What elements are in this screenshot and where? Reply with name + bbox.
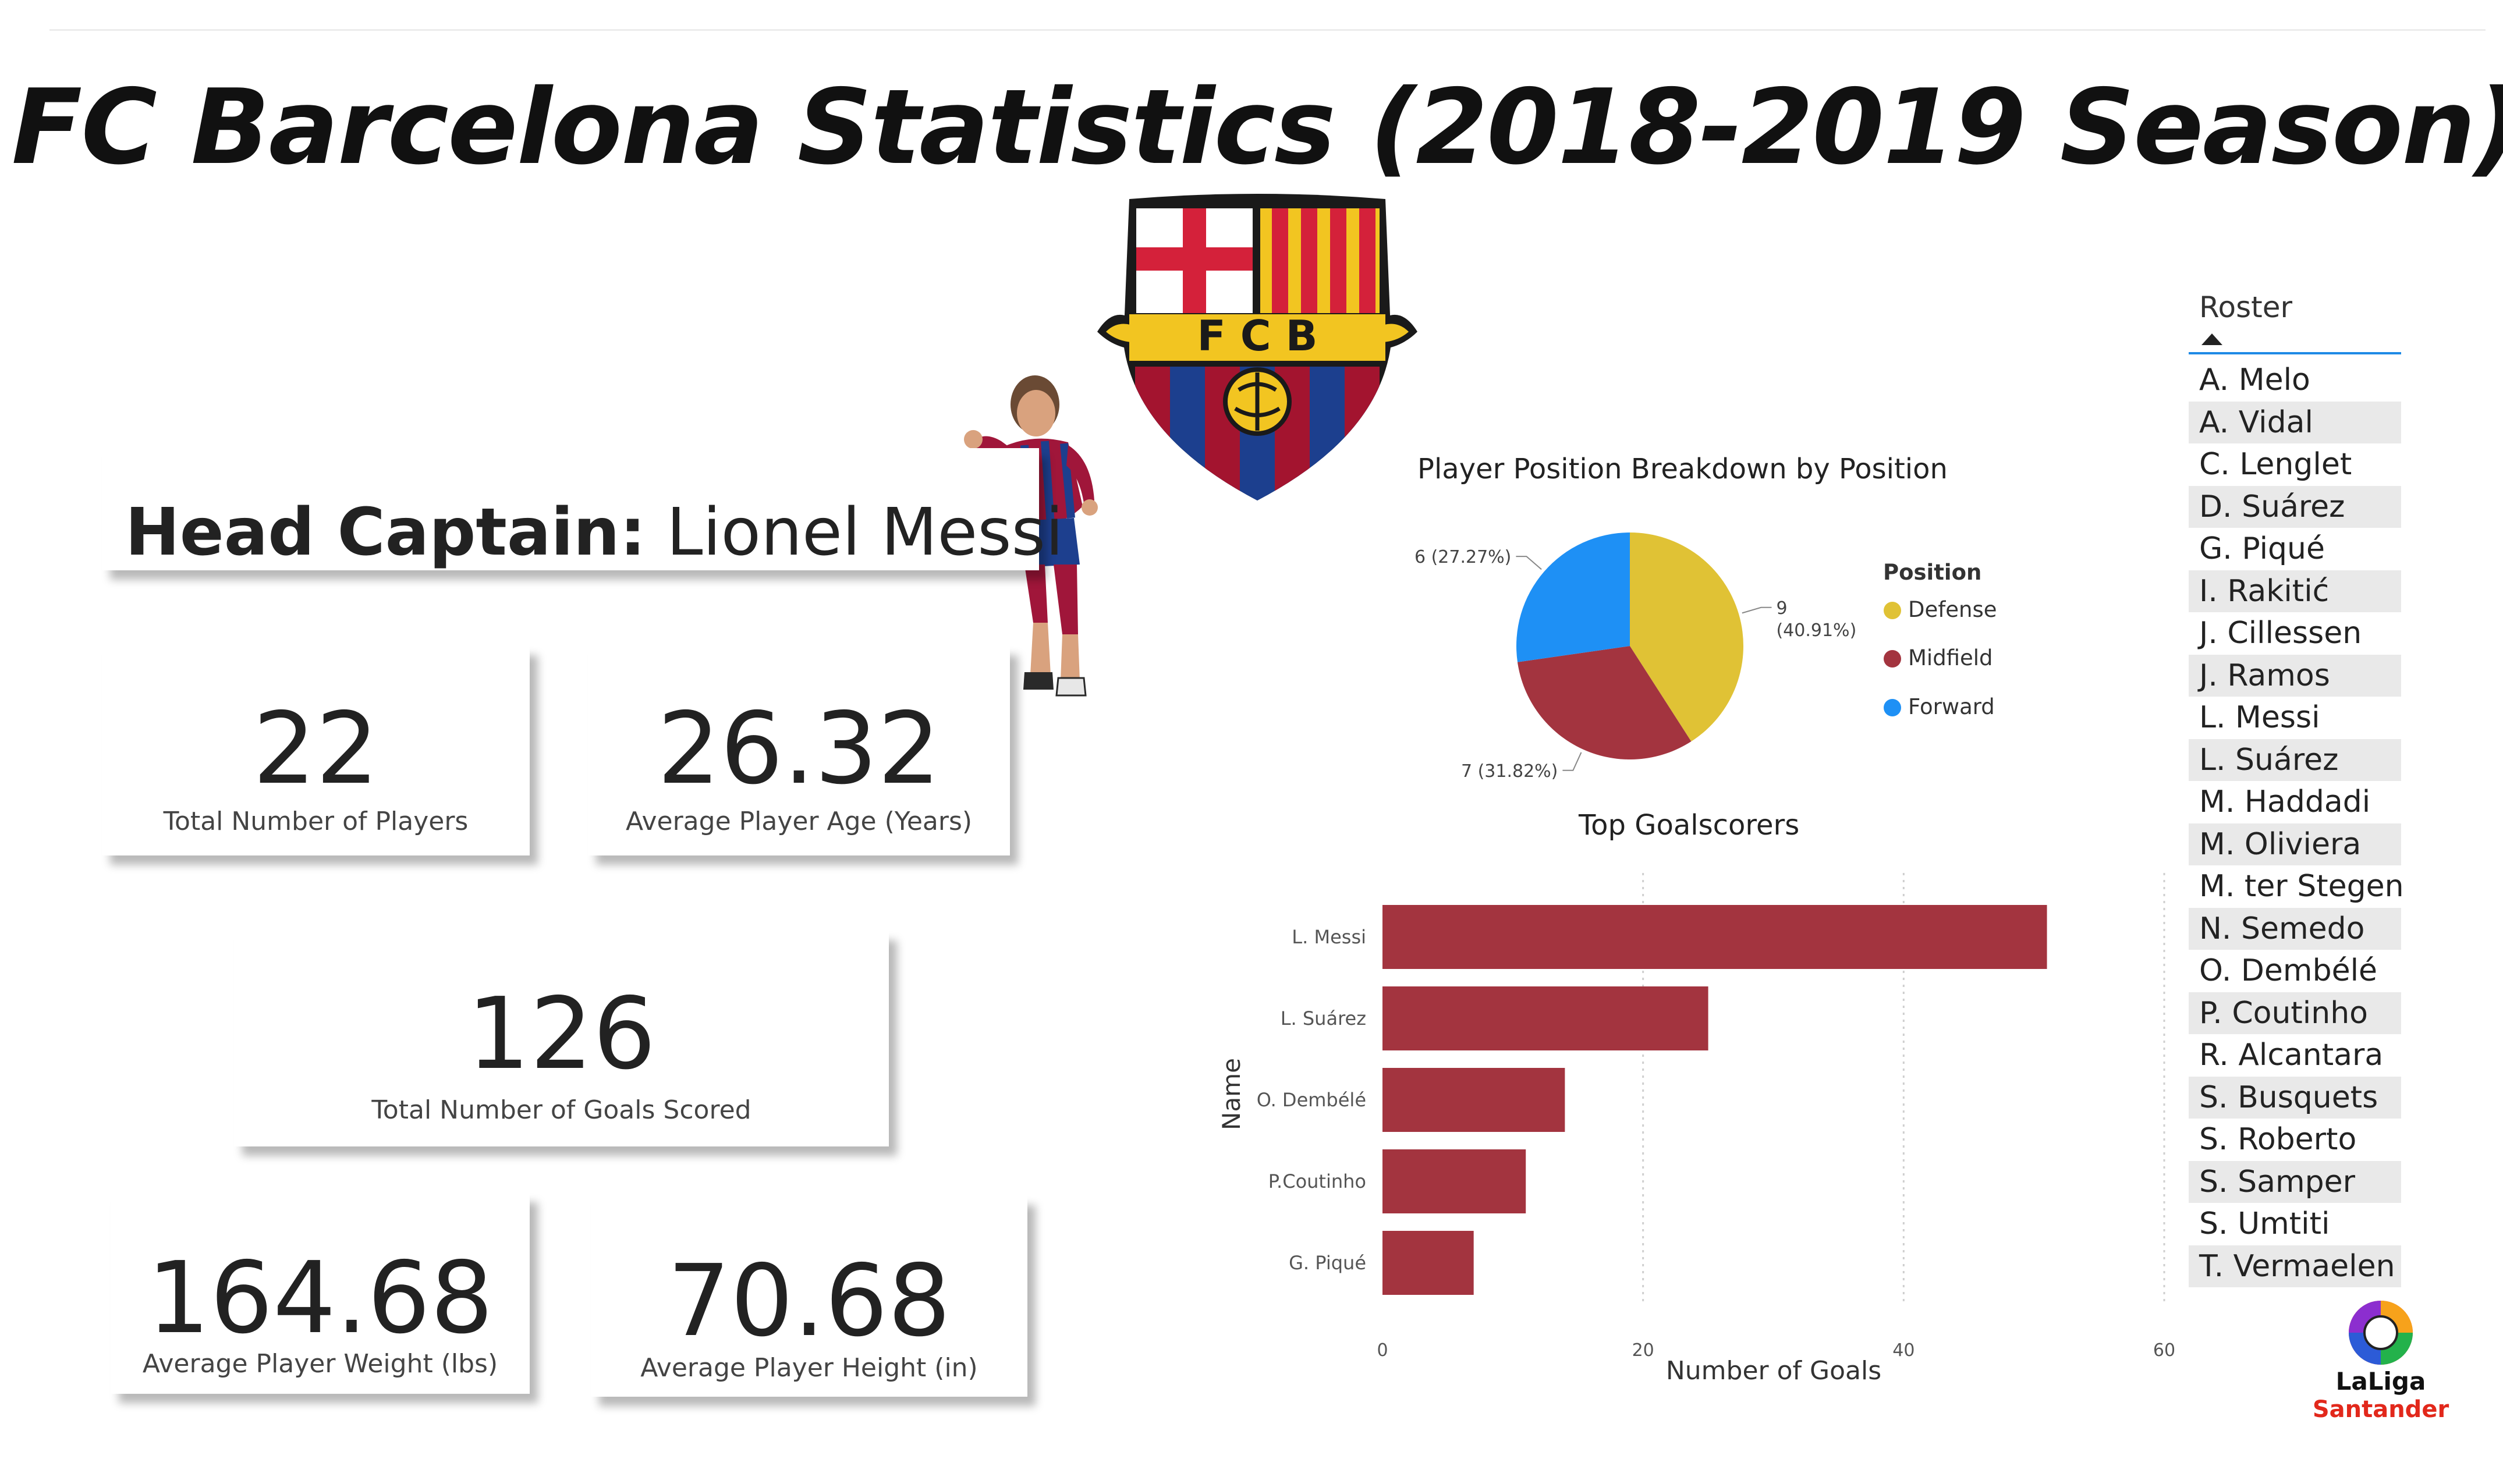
legend-dot-icon (1884, 650, 1901, 668)
kpi-label: Average Player Weight (lbs) (142, 1349, 498, 1379)
roster-slicer: Roster A. Melo A. Vidal C. Lenglet D. Suáre… (2189, 288, 2404, 1287)
kpi-value: 22 (253, 691, 379, 807)
roster-item[interactable]: I. Rakitić (2189, 570, 2401, 612)
pie-data-label: 9 (1776, 598, 1787, 619)
roster-item[interactable]: A. Melo (2199, 363, 2310, 397)
pie-leader-line (1742, 606, 1772, 614)
legend-label: Midfield (1908, 645, 1993, 670)
laliga-logo: LaLiga Santander (2313, 1301, 2449, 1423)
bar[interactable] (1382, 905, 2047, 969)
laliga-line1: LaLiga (2336, 1367, 2426, 1396)
roster-item[interactable]: T. Vermaelen (2189, 1245, 2401, 1287)
fcb-crest-logo: F C B (1097, 194, 1417, 500)
kpi-value: 26.32 (657, 691, 941, 807)
roster-title: Roster (2199, 290, 2293, 324)
page-title: FC Barcelona Statistics (2018-2019 Seaso… (11, 67, 2503, 187)
roster-item[interactable]: O. Dembélé (2199, 953, 2378, 988)
pie-legend-title: Position (1883, 560, 1982, 585)
roster-item[interactable]: S. Roberto (2199, 1122, 2357, 1157)
roster-item[interactable]: R. Alcantara (2199, 1038, 2384, 1073)
kpi-card-age: 26.32 Average Player Age (Years) (588, 646, 1010, 855)
pie-data-label: 6 (27.27%) (1414, 547, 1511, 567)
roster-item[interactable]: M. Oliviera (2189, 823, 2401, 865)
pie-slice-defense[interactable] (1630, 532, 1743, 742)
legend-dot-icon (1884, 699, 1901, 716)
roster-item[interactable]: C. Lenglet (2199, 447, 2352, 482)
legend-item-defense: Defense (1884, 597, 1997, 622)
top-divider (49, 29, 2486, 31)
kpi-card-goals: 126 Total Number of Goals Scored (234, 931, 889, 1146)
roster-item[interactable]: S. Umtiti (2199, 1206, 2330, 1241)
pie-data-label: 7 (31.82%) (1461, 761, 1558, 782)
laliga-line2: Santander (2313, 1396, 2449, 1423)
sort-arrow-icon[interactable] (2201, 333, 2222, 345)
roster-item[interactable]: L. Messi (2199, 700, 2320, 735)
legend-label: Defense (1908, 597, 1997, 622)
position-pie-chart: 9(40.91%) 7 (31.82%) 6 (27.27%) (1414, 532, 1856, 782)
bar[interactable] (1382, 1231, 1474, 1295)
legend-item-forward: Forward (1884, 694, 1995, 719)
pie-slice-forward[interactable] (1516, 532, 1630, 662)
goalscorers-bar-chart: L. Messi L. Suárez O. Dembélé P.Coutinho G. … (1217, 873, 2175, 1386)
x-tick-label: 60 (2153, 1340, 2175, 1361)
kpi-label: Average Player Height (in) (640, 1353, 978, 1383)
roster-item[interactable]: M. ter Stegen (2199, 869, 2404, 904)
bar-chart-title: Top Goalscorers (1579, 809, 1800, 842)
kpi-label: Average Player Age (Years) (625, 807, 973, 836)
crest-letters: F C B (1197, 311, 1317, 360)
roster-item[interactable]: J. Cillessen (2199, 616, 2362, 651)
bar[interactable] (1382, 986, 1708, 1050)
pie-chart-title: Player Position Breakdown by Position (1417, 453, 1948, 485)
captain-card: Head Captain: Lionel Messi (102, 448, 1063, 570)
roster-item[interactable]: S. Busquets (2189, 1076, 2401, 1119)
kpi-label: Total Number of Goals Scored (371, 1095, 751, 1125)
pie-data-label-percent: (40.91%) (1776, 620, 1856, 641)
legend-dot-icon (1884, 602, 1901, 619)
pie-leader-line (1562, 752, 1582, 771)
roster-item[interactable]: L. Suárez (2189, 739, 2401, 781)
x-tick-label: 20 (1632, 1340, 1654, 1361)
kpi-card-height: 70.68 Average Player Height (in) (591, 1196, 1027, 1397)
kpi-value: 126 (467, 977, 656, 1092)
y-category-label: L. Messi (1292, 926, 1366, 948)
y-category-label: G. Piqué (1289, 1252, 1366, 1274)
roster-item[interactable]: P. Coutinho (2189, 992, 2401, 1034)
roster-item[interactable]: S. Samper (2189, 1160, 2401, 1203)
legend-item-midfield: Midfield (1884, 645, 1993, 670)
x-axis-label: Number of Goals (1666, 1356, 1881, 1386)
captain-name: Lionel Messi (666, 495, 1064, 570)
bar[interactable] (1382, 1068, 1565, 1132)
kpi-value: 70.68 (667, 1244, 951, 1359)
pie-slice-midfield[interactable] (1517, 646, 1692, 759)
kpi-value: 164.68 (147, 1241, 494, 1356)
bar[interactable] (1382, 1149, 1526, 1213)
roster-item[interactable]: J. Ramos (2189, 654, 2401, 697)
roster-item[interactable]: D. Suárez (2189, 485, 2401, 528)
y-category-label: L. Suárez (1281, 1007, 1366, 1029)
kpi-card-weight: 164.68 Average Player Weight (lbs) (111, 1193, 530, 1394)
roster-header: Roster (2189, 288, 2401, 354)
roster-item[interactable]: A. Vidal (2189, 401, 2401, 443)
roster-item[interactable]: M. Haddadi (2199, 784, 2371, 819)
y-category-label: P.Coutinho (1268, 1170, 1366, 1192)
x-tick-label: 40 (1892, 1340, 1915, 1361)
kpi-card-players: 22 Total Number of Players (102, 646, 530, 855)
legend-label: Forward (1908, 694, 1995, 719)
pie-leader-line (1516, 556, 1542, 570)
x-tick-label: 0 (1377, 1340, 1388, 1361)
roster-list: A. Melo A. Vidal C. Lenglet D. Suárez G. Piq… (2189, 359, 2404, 1287)
y-category-label: O. Dembélé (1257, 1089, 1366, 1111)
roster-item[interactable]: G. Piqué (2199, 531, 2325, 566)
captain-label: Head Captain: (125, 495, 646, 570)
y-axis-label: Name (1217, 1058, 1246, 1130)
roster-item[interactable]: N. Semedo (2189, 907, 2401, 950)
kpi-label: Total Number of Players (163, 807, 469, 836)
